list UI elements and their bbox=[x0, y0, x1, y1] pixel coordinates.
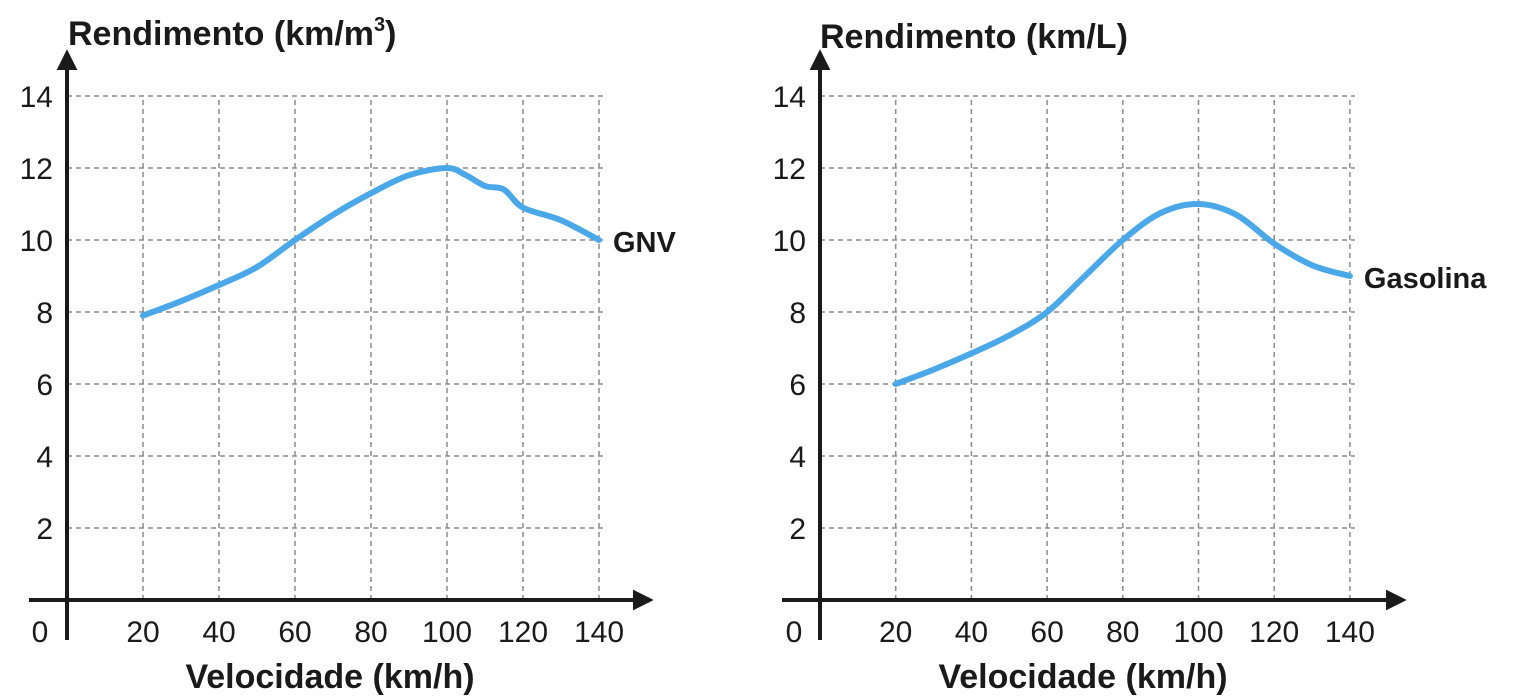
x-tick-label: 40 bbox=[202, 616, 235, 649]
y-tick-label: 14 bbox=[773, 81, 806, 114]
y-tick-label: 2 bbox=[789, 513, 806, 546]
x-tick-label: 20 bbox=[126, 616, 159, 649]
y-tick-label: 10 bbox=[20, 225, 53, 258]
x-tick-label: 140 bbox=[1325, 616, 1375, 649]
y-tick-label: 12 bbox=[773, 153, 806, 186]
y-tick-label: 4 bbox=[789, 441, 806, 474]
x-tick-label: 60 bbox=[278, 616, 311, 649]
y-tick-label: 12 bbox=[20, 153, 53, 186]
x-tick-label: 120 bbox=[1249, 616, 1299, 649]
series-line-gnv bbox=[140, 165, 602, 319]
origin-label: 0 bbox=[786, 616, 803, 649]
y-axis-label: Rendimento (km/m3) bbox=[68, 14, 397, 53]
y-tick-label: 2 bbox=[36, 513, 53, 546]
y-axis-label: Rendimento (km/L) bbox=[820, 18, 1128, 56]
x-tick-label: 60 bbox=[1030, 616, 1063, 649]
x-tick-label: 20 bbox=[879, 616, 912, 649]
x-tick-label: 80 bbox=[1106, 616, 1139, 649]
y-tick-label: 4 bbox=[36, 441, 53, 474]
y-tick-label: 14 bbox=[20, 81, 53, 114]
x-tick-label: 100 bbox=[1173, 616, 1223, 649]
x-axis-label: Velocidade (km/h) bbox=[938, 658, 1227, 696]
x-axis-label: Velocidade (km/h) bbox=[185, 658, 474, 696]
series-label: GNV bbox=[613, 227, 677, 259]
series-line-gasolina bbox=[892, 200, 1353, 387]
x-tick-label: 120 bbox=[498, 616, 548, 649]
x-tick-label: 100 bbox=[422, 616, 472, 649]
x-tick-label: 140 bbox=[574, 616, 624, 649]
y-tick-label: 6 bbox=[789, 369, 806, 402]
x-tick-label: 40 bbox=[955, 616, 988, 649]
y-tick-label: 6 bbox=[36, 369, 53, 402]
origin-label: 0 bbox=[32, 616, 49, 649]
y-tick-label: 10 bbox=[773, 225, 806, 258]
x-tick-label: 80 bbox=[354, 616, 387, 649]
series-label: Gasolina bbox=[1364, 263, 1487, 295]
y-tick-label: 8 bbox=[789, 297, 806, 330]
y-tick-label: 8 bbox=[36, 297, 53, 330]
